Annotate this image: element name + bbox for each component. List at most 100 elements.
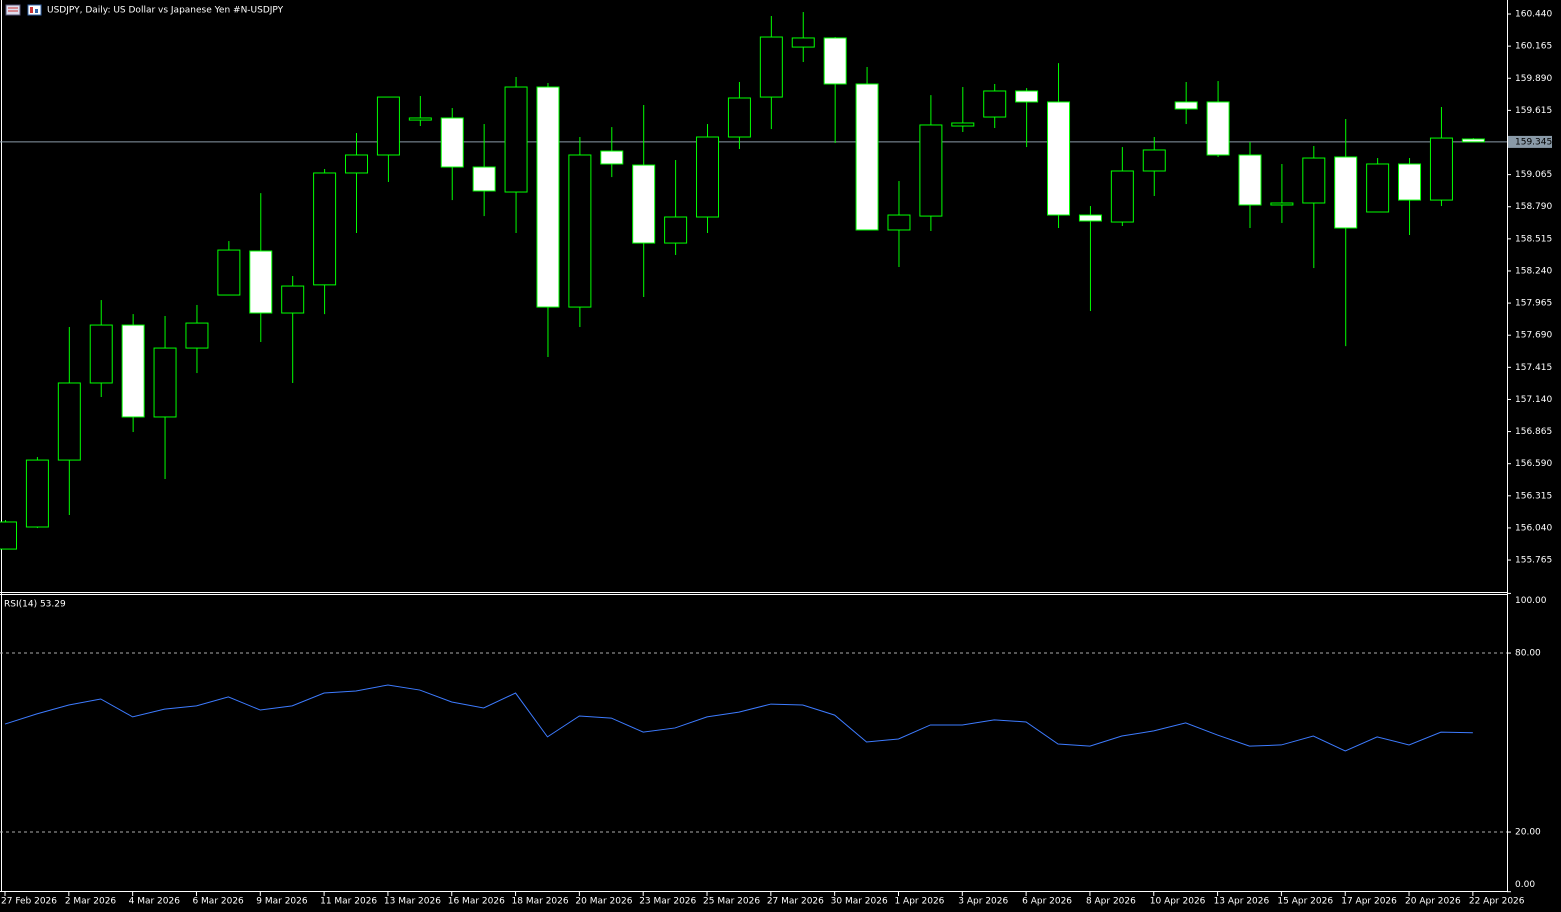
x-tick-label: 13 Mar 2026 xyxy=(384,897,441,907)
y-tick-label: 160.440 xyxy=(1515,10,1552,20)
x-tick-label: 20 Apr 2026 xyxy=(1405,897,1461,907)
candle-body xyxy=(408,117,432,121)
y-tick-label: 157.415 xyxy=(1515,363,1552,373)
y-tick-label: 158.515 xyxy=(1515,234,1552,244)
y-tick-label: 160.165 xyxy=(1515,42,1552,52)
candle-body xyxy=(823,37,847,85)
candle-body xyxy=(185,322,209,349)
header-icons xyxy=(5,4,42,16)
candle-body xyxy=(376,96,400,156)
candle-body xyxy=(89,324,113,384)
y-tick-label: 100.00 xyxy=(1515,596,1547,606)
y-tick-label: 20.00 xyxy=(1515,828,1541,838)
candle-body xyxy=(855,83,879,231)
x-tick-label: 22 Apr 2026 xyxy=(1469,897,1525,907)
y-tick-label: 0.00 xyxy=(1515,880,1535,890)
x-tick-label: 6 Mar 2026 xyxy=(192,897,244,907)
candle-body xyxy=(600,150,624,165)
candle-body xyxy=(1047,101,1071,216)
y-tick-label: 155.765 xyxy=(1515,556,1552,566)
x-tick-label: 17 Apr 2026 xyxy=(1341,897,1397,907)
candle-body xyxy=(1270,202,1294,206)
x-tick-label: 10 Apr 2026 xyxy=(1150,897,1206,907)
candle-body xyxy=(281,285,305,314)
candle-body xyxy=(1110,170,1134,223)
candle-body xyxy=(121,324,145,418)
candle-body xyxy=(951,122,975,127)
x-tick-label: 30 Mar 2026 xyxy=(831,897,888,907)
x-tick-label: 27 Feb 2026 xyxy=(1,897,57,907)
last-price-label: 159.345 xyxy=(1515,137,1552,147)
candle-body xyxy=(887,214,911,231)
candle-body xyxy=(791,37,815,48)
y-tick-label: 158.240 xyxy=(1515,266,1552,276)
candle-body xyxy=(345,154,369,174)
candle-body xyxy=(0,521,17,550)
x-tick-label: 8 Apr 2026 xyxy=(1086,897,1136,907)
candle-body xyxy=(1238,154,1262,206)
x-tick-label: 3 Apr 2026 xyxy=(958,897,1008,907)
x-tick-label: 13 Apr 2026 xyxy=(1214,897,1270,907)
x-tick-label: 1 Apr 2026 xyxy=(894,897,944,907)
x-tick-label: 9 Mar 2026 xyxy=(256,897,308,907)
x-tick-label: 27 Mar 2026 xyxy=(767,897,824,907)
y-tick-label: 156.040 xyxy=(1515,523,1552,533)
x-tick-label: 6 Apr 2026 xyxy=(1022,897,1072,907)
indicator-title: RSI(14) 53.29 xyxy=(4,600,66,610)
y-tick-label: 157.965 xyxy=(1515,299,1552,309)
candle-body xyxy=(1302,157,1326,204)
candle-body xyxy=(1461,138,1485,143)
candle-body xyxy=(313,172,337,286)
candle-body xyxy=(153,347,177,418)
candle-body xyxy=(536,86,560,308)
candle-body xyxy=(1174,101,1198,110)
candle-body xyxy=(1366,163,1390,213)
candle-body xyxy=(217,249,241,296)
x-tick-label: 23 Mar 2026 xyxy=(639,897,696,907)
y-tick-label: 159.890 xyxy=(1515,74,1552,84)
rsi-line xyxy=(4,684,1473,752)
candle-body xyxy=(1142,149,1166,172)
x-tick-label: 2 Mar 2026 xyxy=(65,897,117,907)
y-tick-label: 157.140 xyxy=(1515,395,1552,405)
x-tick-label: 11 Mar 2026 xyxy=(320,897,377,907)
candle-body xyxy=(983,90,1007,118)
candle-body xyxy=(759,36,783,98)
candle-body xyxy=(727,97,751,138)
candle-body xyxy=(1334,156,1358,229)
candle-body xyxy=(632,164,656,244)
y-tick-label: 156.315 xyxy=(1515,491,1552,501)
y-tick-label: 157.690 xyxy=(1515,331,1552,341)
x-tick-label: 16 Mar 2026 xyxy=(448,897,505,907)
candle-body xyxy=(1398,163,1422,201)
y-tick-label: 156.590 xyxy=(1515,459,1552,469)
candle-body xyxy=(1015,90,1039,103)
y-tick-label: 156.865 xyxy=(1515,427,1552,437)
candle-body xyxy=(1078,214,1102,222)
x-tick-label: 4 Mar 2026 xyxy=(129,897,181,907)
chart-title: USDJPY, Daily: US Dollar vs Japanese Yen… xyxy=(47,6,284,16)
candle-body xyxy=(568,154,592,308)
candle-body xyxy=(696,136,720,218)
candle-body xyxy=(472,166,496,192)
candle-body xyxy=(1206,101,1230,156)
candle-body xyxy=(57,382,81,461)
candle-body xyxy=(440,117,464,168)
x-tick-label: 25 Mar 2026 xyxy=(703,897,760,907)
x-tick-label: 15 Apr 2026 xyxy=(1277,897,1333,907)
candle-body xyxy=(664,216,688,244)
y-tick-label: 159.615 xyxy=(1515,106,1552,116)
y-tick-label: 158.790 xyxy=(1515,202,1552,212)
y-tick-label: 159.065 xyxy=(1515,170,1552,180)
candle-body xyxy=(919,124,943,217)
candle-body xyxy=(1429,137,1453,201)
candle-body xyxy=(25,459,49,528)
last-price-box xyxy=(1508,135,1552,148)
candle-body xyxy=(249,250,273,314)
x-tick-label: 20 Mar 2026 xyxy=(575,897,632,907)
candle-body xyxy=(504,86,528,193)
y-tick-label: 80.00 xyxy=(1515,649,1541,659)
x-tick-label: 18 Mar 2026 xyxy=(512,897,569,907)
